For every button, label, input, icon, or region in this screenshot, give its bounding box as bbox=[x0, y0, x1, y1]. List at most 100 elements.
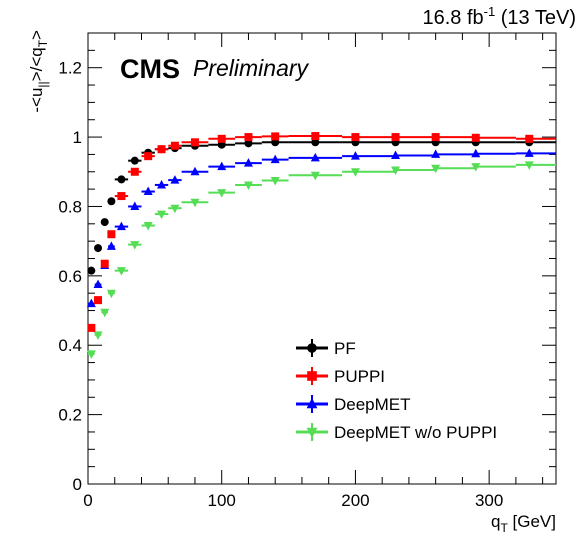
legend-marker bbox=[306, 427, 318, 438]
legend-entry-deepmet: DeepMET bbox=[296, 395, 411, 414]
data-point bbox=[243, 158, 253, 167]
x-tick-label: 300 bbox=[475, 491, 503, 510]
legend-label: DeepMET w/o PUPPI bbox=[334, 423, 497, 442]
data-point bbox=[116, 267, 126, 276]
data-point bbox=[217, 134, 226, 143]
series-deepmet-w-o-puppi bbox=[86, 161, 556, 359]
data-point bbox=[270, 154, 280, 164]
y-tick-label: 0.8 bbox=[58, 197, 82, 216]
y-tick-label: 0.6 bbox=[58, 267, 82, 286]
x-axis-title: qT [GeV] bbox=[491, 512, 556, 535]
data-point bbox=[87, 266, 96, 275]
data-point bbox=[350, 168, 360, 177]
data-point bbox=[170, 175, 180, 184]
data-point bbox=[471, 148, 481, 158]
legend: PF PUPPI DeepMET DeepMET w/o PUPPI bbox=[296, 339, 497, 442]
y-tick-label: 1 bbox=[73, 128, 82, 147]
data-point bbox=[170, 204, 180, 214]
data-point bbox=[270, 176, 280, 186]
data-point bbox=[86, 298, 96, 308]
data-point bbox=[391, 133, 400, 142]
data-point bbox=[351, 133, 360, 142]
axis-ticks: 0 100 200 300 0 0.2 0.4 0.6 0.8 1 1.2 bbox=[58, 33, 556, 510]
data-point bbox=[217, 189, 227, 198]
data-point bbox=[524, 161, 534, 170]
y-tick-label: 1.2 bbox=[58, 59, 82, 78]
data-point bbox=[100, 218, 109, 227]
x-tick-label: 0 bbox=[83, 491, 92, 510]
data-point bbox=[117, 175, 126, 184]
lumi-label: 16.8 fb-1 (13 TeV) bbox=[422, 4, 576, 29]
y-tick-label: 0.2 bbox=[58, 406, 82, 425]
data-point bbox=[144, 152, 153, 161]
series-puppi bbox=[87, 132, 556, 332]
data-point bbox=[243, 181, 253, 190]
data-point bbox=[143, 186, 153, 196]
y-tick-label: 0.4 bbox=[58, 336, 82, 355]
data-point bbox=[130, 167, 139, 176]
data-point bbox=[106, 289, 116, 299]
data-point bbox=[107, 230, 116, 239]
plot-border bbox=[87, 32, 557, 485]
x-tick-label: 100 bbox=[208, 491, 236, 510]
data-point bbox=[431, 164, 441, 174]
data-point bbox=[157, 210, 167, 220]
legend-entry-pf: PF bbox=[296, 339, 356, 358]
data-point bbox=[190, 166, 200, 176]
y-axis-title: -<u||>/<qT> bbox=[27, 30, 50, 113]
data-point bbox=[130, 241, 140, 250]
data-point bbox=[107, 197, 116, 206]
legend-label: PF bbox=[334, 339, 356, 358]
data-point bbox=[130, 156, 139, 165]
data-point bbox=[87, 323, 96, 332]
plot-frame bbox=[87, 32, 557, 485]
data-point bbox=[190, 138, 199, 147]
data-point bbox=[431, 133, 440, 142]
data-point bbox=[190, 198, 200, 208]
series-layer bbox=[86, 132, 556, 359]
data-point bbox=[391, 166, 401, 176]
legend-label: PUPPI bbox=[334, 367, 385, 386]
experiment-label: CMS bbox=[120, 54, 180, 84]
data-point bbox=[525, 134, 534, 143]
data-point bbox=[94, 244, 103, 253]
data-point bbox=[143, 222, 153, 231]
legend-entry-puppi: PUPPI bbox=[296, 367, 385, 386]
data-point bbox=[157, 145, 166, 154]
data-point bbox=[106, 241, 116, 250]
data-point bbox=[86, 350, 96, 359]
data-point bbox=[310, 171, 320, 181]
data-point bbox=[471, 133, 480, 142]
data-point bbox=[130, 201, 140, 210]
data-point bbox=[471, 163, 481, 172]
data-point bbox=[116, 221, 126, 231]
data-point bbox=[524, 148, 534, 157]
data-point bbox=[93, 279, 103, 289]
data-point bbox=[117, 192, 126, 201]
data-point bbox=[311, 138, 320, 147]
legend-marker bbox=[307, 343, 317, 353]
data-point bbox=[244, 133, 253, 142]
data-point bbox=[100, 259, 109, 268]
data-point bbox=[217, 161, 227, 171]
data-point bbox=[157, 179, 167, 189]
series-deepmet bbox=[86, 148, 556, 308]
data-point bbox=[391, 150, 401, 159]
data-point bbox=[350, 151, 360, 160]
y-tick-label: 0 bbox=[73, 475, 82, 494]
data-point bbox=[93, 331, 103, 340]
x-tick-label: 200 bbox=[341, 491, 369, 510]
data-point bbox=[94, 296, 103, 305]
data-point bbox=[100, 308, 110, 318]
legend-label: DeepMET bbox=[334, 395, 411, 414]
legend-entry-deepmet-w-o-puppi: DeepMET w/o PUPPI bbox=[296, 423, 497, 442]
data-point bbox=[311, 132, 320, 141]
data-point bbox=[271, 132, 280, 141]
data-point bbox=[310, 152, 320, 162]
data-point bbox=[170, 141, 179, 150]
data-point bbox=[244, 139, 253, 148]
legend-marker bbox=[307, 371, 317, 381]
status-label: Preliminary bbox=[193, 55, 310, 81]
data-point bbox=[431, 149, 441, 158]
